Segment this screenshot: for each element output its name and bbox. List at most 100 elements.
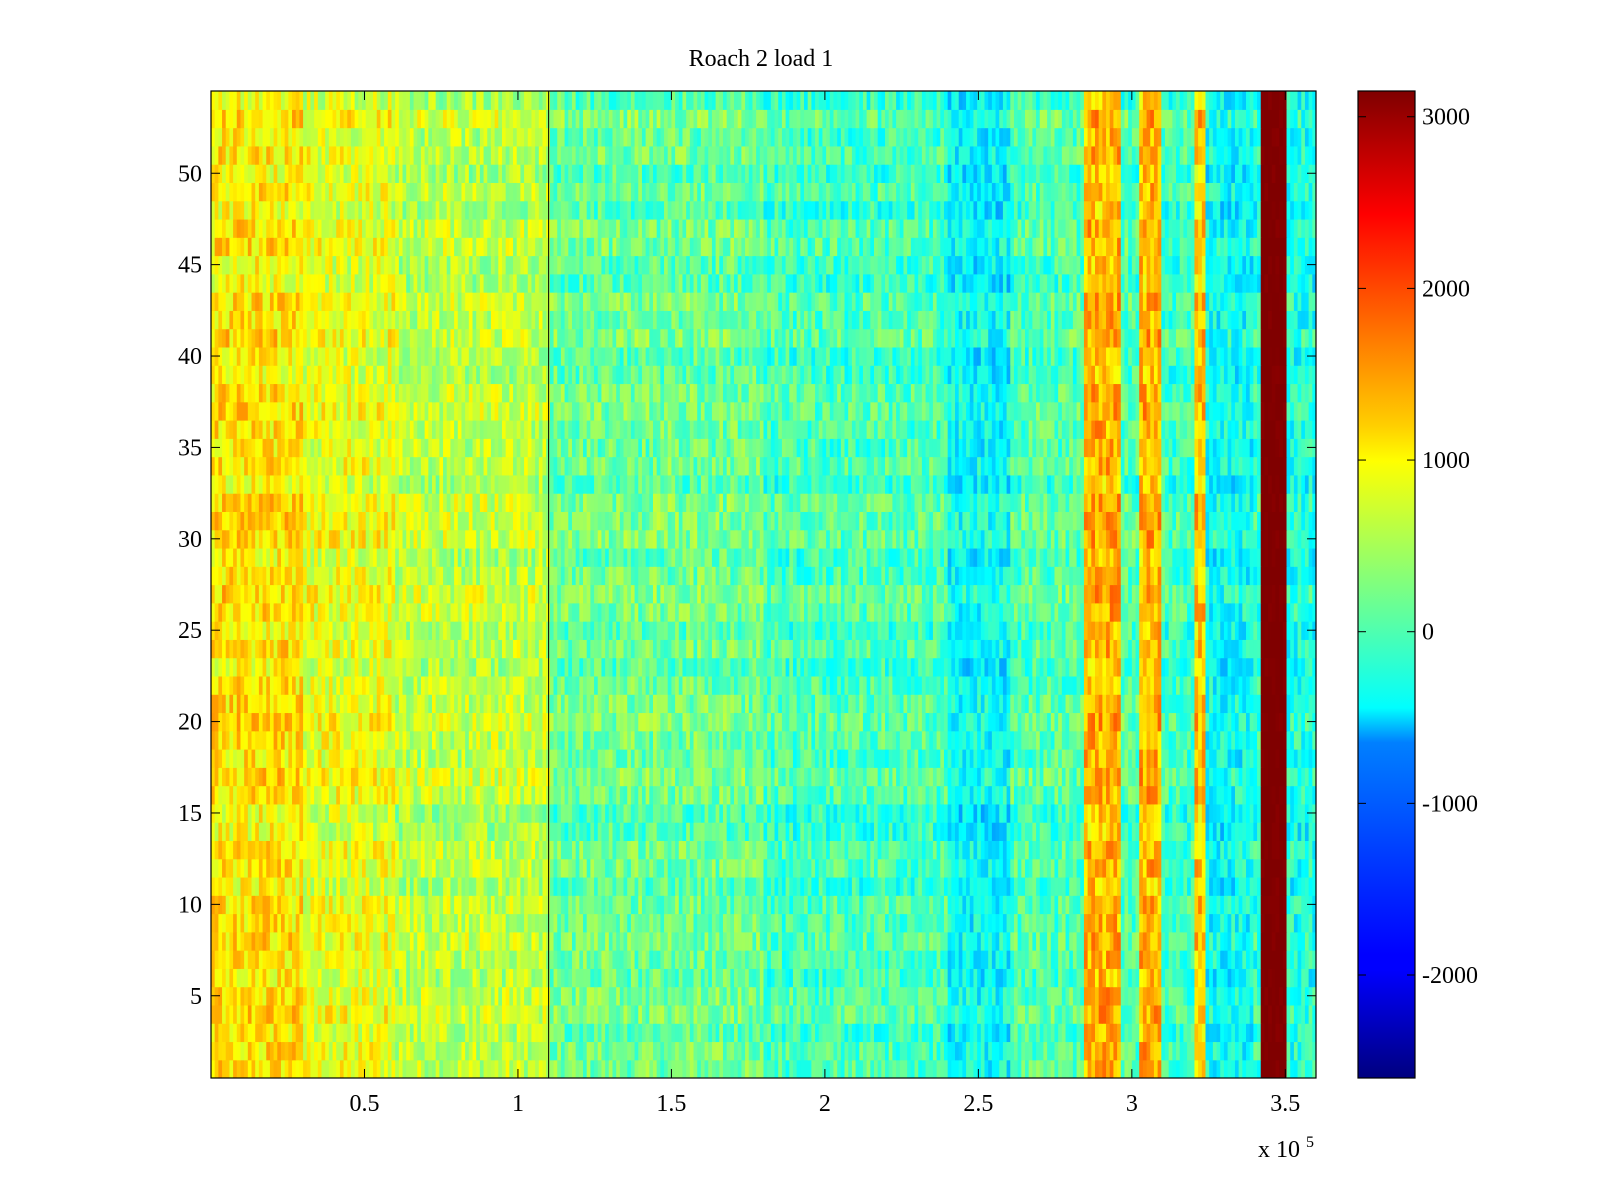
- heatmap-cell: [977, 913, 982, 933]
- heatmap-cell: [686, 1059, 691, 1078]
- heatmap-cell: [557, 840, 562, 860]
- heatmap-cell: [1013, 1041, 1019, 1061]
- heatmap-cell: [222, 840, 227, 860]
- heatmap-cell: [288, 968, 293, 988]
- heatmap-cell: [229, 1023, 234, 1043]
- heatmap-cell: [641, 931, 647, 951]
- heatmap-cell: [457, 785, 463, 805]
- heatmap-cell: [826, 840, 831, 860]
- heatmap-cell: [1183, 1023, 1188, 1043]
- heatmap-cell: [211, 1004, 216, 1024]
- heatmap-cell: [612, 1041, 617, 1061]
- heatmap-cell: [1190, 931, 1196, 951]
- heatmap-cell: [542, 1041, 547, 1061]
- heatmap-cell: [306, 950, 312, 969]
- heatmap-cell: [789, 876, 794, 896]
- heatmap-cell: [505, 803, 510, 823]
- heatmap-cell: [645, 840, 650, 860]
- heatmap-cell: [1194, 1059, 1199, 1078]
- heatmap-cell: [623, 858, 628, 878]
- heatmap-cell: [428, 968, 433, 988]
- heatmap-cell: [675, 767, 680, 787]
- heatmap-cell: [583, 876, 588, 896]
- heatmap-cell: [1187, 822, 1192, 841]
- heatmap-cell: [1271, 986, 1277, 1006]
- heatmap-cell: [325, 1004, 330, 1024]
- heatmap-cell: [1028, 950, 1033, 969]
- heatmap-cell: [1113, 840, 1118, 860]
- heatmap-cell: [1017, 895, 1022, 915]
- heatmap-cell: [350, 1004, 356, 1024]
- heatmap-cell: [236, 950, 242, 969]
- heatmap-cell: [542, 1059, 547, 1078]
- heatmap-cell: [774, 785, 779, 805]
- heatmap-cell: [1220, 1041, 1225, 1061]
- heatmap-cell: [903, 876, 908, 896]
- heatmap-cell: [851, 1023, 857, 1043]
- heatmap-cell: [295, 1023, 300, 1043]
- heatmap-cell: [737, 1041, 742, 1061]
- heatmap-cell: [236, 1004, 242, 1024]
- heatmap-cell: [1146, 822, 1151, 841]
- heatmap-cell: [461, 1059, 466, 1078]
- heatmap-cell: [921, 1023, 927, 1043]
- heatmap-cell: [273, 968, 278, 988]
- heatmap-cell: [369, 1023, 374, 1043]
- heatmap-cell: [395, 1041, 400, 1061]
- heatmap-cell: [328, 913, 334, 933]
- heatmap-cell: [258, 895, 264, 915]
- heatmap-cell: [756, 822, 761, 841]
- heatmap-cell: [597, 785, 603, 805]
- heatmap-cell: [1109, 1004, 1115, 1024]
- heatmap-cell: [494, 840, 499, 860]
- heatmap-cell: [1142, 913, 1148, 933]
- heatmap-cell: [435, 1059, 440, 1078]
- heatmap-cell: [796, 1059, 801, 1078]
- heatmap-cell: [789, 840, 794, 860]
- heatmap-cell: [1190, 803, 1196, 823]
- heatmap-cell: [866, 767, 871, 787]
- heatmap-cell: [465, 931, 470, 951]
- heatmap-cell: [1260, 895, 1266, 915]
- heatmap-cell: [1013, 1059, 1019, 1078]
- heatmap-cell: [704, 803, 709, 823]
- heatmap-cell: [837, 950, 842, 969]
- heatmap-cell: [428, 785, 433, 805]
- heatmap-cell: [969, 1004, 975, 1024]
- heatmap-cell: [848, 803, 853, 823]
- heatmap-cell: [807, 1059, 812, 1078]
- heatmap-cell: [325, 986, 330, 1006]
- heatmap-cell: [1161, 803, 1166, 823]
- heatmap-cell: [1201, 986, 1207, 1006]
- heatmap-cell: [292, 986, 297, 1006]
- heatmap-cell: [395, 1004, 400, 1024]
- heatmap-cell: [505, 1041, 510, 1061]
- heatmap-cell: [1301, 822, 1306, 841]
- heatmap-cell: [284, 931, 289, 951]
- heatmap-cell: [229, 931, 234, 951]
- heatmap-cell: [756, 876, 761, 896]
- heatmap-cell: [918, 1004, 923, 1024]
- heatmap-cell: [1271, 803, 1277, 823]
- heatmap-cell: [255, 876, 260, 896]
- heatmap-cell: [1083, 1059, 1089, 1078]
- heatmap-cell: [1120, 986, 1126, 1006]
- heatmap-cell: [483, 1004, 488, 1024]
- heatmap-cell: [1187, 803, 1192, 823]
- heatmap-cell: [748, 785, 754, 805]
- heatmap-cell: [1117, 968, 1122, 988]
- heatmap-cell: [870, 876, 875, 896]
- heatmap-cell: [678, 858, 684, 878]
- heatmap-cell: [1194, 968, 1199, 988]
- heatmap-cell: [483, 1041, 488, 1061]
- heatmap-cell: [678, 895, 684, 915]
- heatmap-cell: [730, 876, 735, 896]
- heatmap-cell: [255, 785, 260, 805]
- heatmap-cell: [1017, 840, 1022, 860]
- heatmap-cell: [866, 803, 871, 823]
- heatmap-cell: [1242, 1023, 1247, 1043]
- heatmap-cell: [1257, 968, 1262, 988]
- heatmap-cell: [822, 822, 827, 841]
- heatmap-cell: [211, 1059, 216, 1078]
- heatmap-cell: [1080, 1059, 1085, 1078]
